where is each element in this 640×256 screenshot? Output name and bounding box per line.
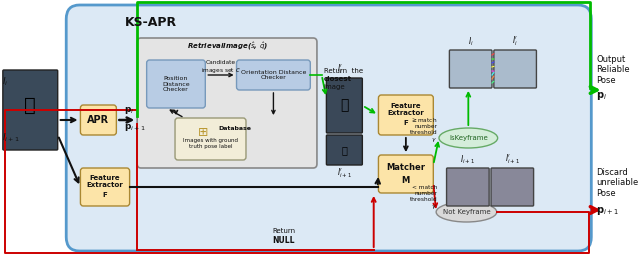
Text: Feature
Extractor
$\mathbf{F}$: Feature Extractor $\mathbf{F}$ [86,175,124,199]
FancyBboxPatch shape [449,50,492,88]
Text: Position
Distance
Checker: Position Distance Checker [162,76,190,92]
Text: 🏛: 🏛 [340,99,349,112]
Text: KS-APR: KS-APR [125,16,177,29]
FancyBboxPatch shape [491,168,534,206]
Text: Candidate
images set $\mathcal{C}$: Candidate images set $\mathcal{C}$ [201,60,240,75]
FancyBboxPatch shape [447,168,489,206]
Text: $\mathbf{p}_i$: $\mathbf{p}_i$ [596,90,607,102]
Text: Images with ground
truth pose label: Images with ground truth pose label [183,138,238,149]
FancyBboxPatch shape [237,60,310,90]
FancyBboxPatch shape [326,135,362,165]
Text: 🏛: 🏛 [342,145,348,155]
FancyBboxPatch shape [378,155,433,193]
FancyBboxPatch shape [81,105,116,135]
FancyBboxPatch shape [175,118,246,160]
Ellipse shape [439,128,498,148]
Text: Orientation Distance
Checker: Orientation Distance Checker [241,70,306,80]
FancyBboxPatch shape [147,60,205,108]
Text: Discard
unreliable
Pose: Discard unreliable Pose [596,168,638,198]
Text: closest: closest [324,76,352,82]
Text: ⊞: ⊞ [198,126,208,139]
Text: Return: Return [272,228,296,234]
FancyBboxPatch shape [378,95,433,135]
Text: IsKeyframe: IsKeyframe [449,135,488,141]
Text: $I^{\prime}_i$: $I^{\prime}_i$ [337,62,344,76]
Text: $\mathbf{p}_{i+1}$: $\mathbf{p}_{i+1}$ [124,122,145,133]
FancyBboxPatch shape [66,5,591,251]
Text: RetrievalImage($\hat{s}$, $\hat{q}$): RetrievalImage($\hat{s}$, $\hat{q}$) [186,40,268,52]
Text: $I_i$: $I_i$ [2,76,8,88]
Text: NULL: NULL [273,236,295,245]
Text: $I_{i+1}$: $I_{i+1}$ [460,154,476,166]
FancyBboxPatch shape [81,168,130,206]
Ellipse shape [436,202,497,222]
FancyBboxPatch shape [494,50,536,88]
Text: Return  the: Return the [324,68,363,74]
FancyBboxPatch shape [137,38,317,168]
Text: $I^{\prime}_{i+1}$: $I^{\prime}_{i+1}$ [337,167,352,180]
Text: $I^{\prime}_i$: $I^{\prime}_i$ [512,35,518,48]
Text: Feature
Extractor
$\mathbf{F}$: Feature Extractor $\mathbf{F}$ [387,103,424,127]
Text: Output
Reliable
Pose: Output Reliable Pose [596,55,630,85]
Text: $I_{i+1}$: $I_{i+1}$ [2,132,20,144]
Text: Not Keyframe: Not Keyframe [443,209,490,215]
Text: $I^{\prime}_{i+1}$: $I^{\prime}_{i+1}$ [505,153,520,166]
FancyBboxPatch shape [3,70,58,150]
Text: $\mathbf{p}_i$: $\mathbf{p}_i$ [124,105,134,116]
Text: image: image [324,84,345,90]
Text: Matcher
$\mathbf{M}$: Matcher $\mathbf{M}$ [387,163,426,185]
Text: $\mathbf{p}_{i+1}$: $\mathbf{p}_{i+1}$ [596,205,619,217]
Text: < match
number
threshold
$\gamma$: < match number threshold $\gamma$ [410,185,437,211]
Text: APR: APR [87,115,109,125]
FancyBboxPatch shape [326,78,362,133]
Text: $\geq$match
number
threshold
$\gamma$: $\geq$match number threshold $\gamma$ [410,116,437,144]
Text: Database: Database [218,126,251,131]
Text: $I_i$: $I_i$ [468,36,474,48]
Text: 🏛: 🏛 [24,95,36,114]
